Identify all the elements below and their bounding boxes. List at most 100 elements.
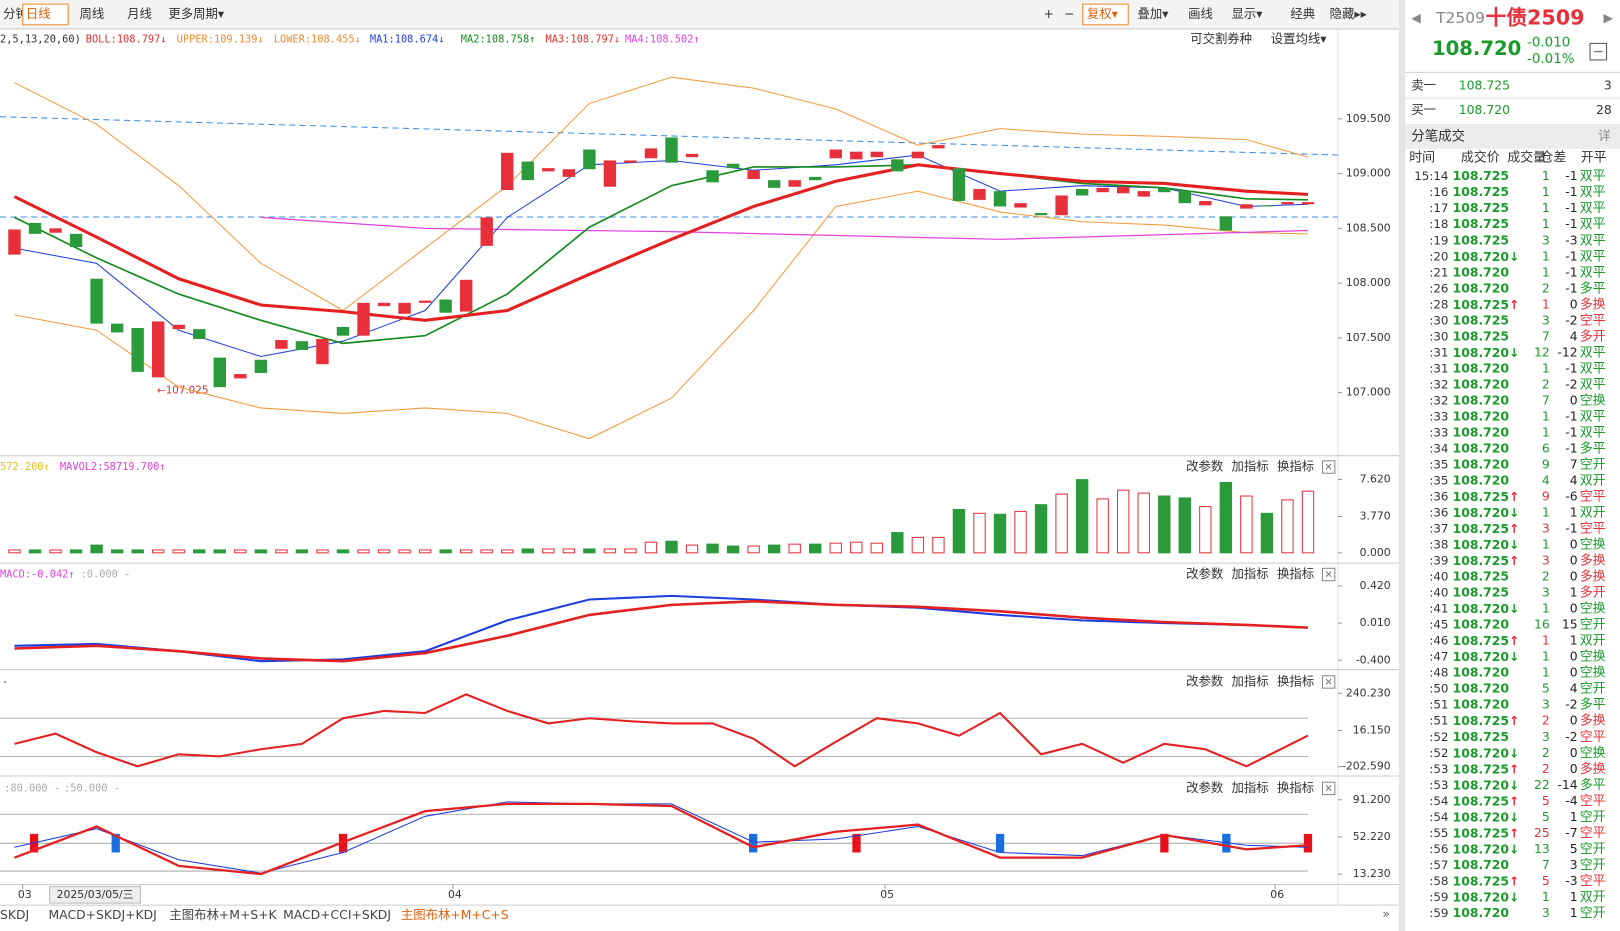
tool-button[interactable]: 隐藏▸▸	[1330, 6, 1368, 21]
row-change: -1	[1565, 216, 1577, 231]
tool-button[interactable]: +	[1043, 6, 1053, 21]
row-volume: 22	[1534, 777, 1550, 792]
close-button[interactable]	[1321, 567, 1336, 582]
row-change: -3	[1565, 232, 1577, 247]
row-type: 双平	[1580, 345, 1606, 360]
candle	[1240, 204, 1253, 209]
tool-button[interactable]: 复权▾	[1087, 6, 1119, 21]
candle	[501, 152, 514, 191]
next[interactable]: ▶	[1603, 10, 1613, 25]
panel-button[interactable]: 换指标	[1277, 566, 1314, 581]
panel-button[interactable]: 加指标	[1232, 673, 1269, 688]
panel-button[interactable]: 改参数	[1186, 673, 1224, 688]
close-button[interactable]	[1321, 675, 1336, 689]
x-tick-label: 05	[880, 888, 894, 901]
panel-button[interactable]: 换指标	[1277, 673, 1314, 688]
panel-button[interactable]: 换指标	[1277, 459, 1314, 474]
panel-button[interactable]: 改参数	[1186, 459, 1224, 474]
bottom-tab[interactable]: 主图布林+M+S+K	[169, 907, 277, 922]
panel-button[interactable]: 换指标	[1277, 780, 1314, 795]
volume-bar	[911, 536, 925, 554]
row-change: -1	[1565, 168, 1577, 183]
link[interactable]: 设置均线▾	[1271, 31, 1327, 46]
row-volume: 1	[1542, 601, 1550, 616]
bottom-tab[interactable]: 主图布林+M+C+S	[401, 907, 509, 922]
volume-bar	[172, 549, 185, 554]
row-price: 108.720	[1453, 360, 1510, 375]
row-time: :32	[1429, 393, 1448, 407]
tool-button[interactable]: 经典	[1290, 6, 1315, 21]
row-price: 108.720	[1453, 617, 1510, 632]
bottom-tab[interactable]: SKDJ	[0, 907, 29, 922]
row-time: :36	[1429, 506, 1448, 520]
row-type: 多换	[1580, 762, 1606, 777]
link[interactable]: 可交割券种	[1190, 31, 1252, 46]
row-volume: 25	[1534, 825, 1550, 840]
panel-button[interactable]: 加指标	[1232, 780, 1269, 795]
row-change: 1	[1570, 809, 1578, 824]
row-volume: 1	[1542, 264, 1550, 279]
row-type: 双开	[1580, 890, 1606, 905]
tool-button[interactable]: −	[1064, 6, 1074, 21]
row-time: :50	[1429, 682, 1448, 696]
candle	[788, 180, 801, 187]
panel-button[interactable]: 加指标	[1232, 459, 1269, 474]
bottom-tab[interactable]: MACD+SKDJ+KDJ	[49, 907, 157, 922]
row-price: 108.720↓	[1453, 777, 1520, 792]
prev[interactable]: ◀	[1411, 10, 1421, 25]
ask-label: 卖一	[1411, 77, 1436, 92]
row-time: :51	[1429, 714, 1448, 728]
row-type: 空开	[1580, 457, 1606, 472]
close-icon: ×	[1324, 569, 1333, 581]
period-tab[interactable]: 更多周期▾	[168, 6, 224, 21]
candle	[1260, 205, 1274, 207]
detail[interactable]: 详	[1598, 128, 1610, 143]
period-tab[interactable]: 周线	[80, 6, 105, 21]
indicator-legend: MACD:-0.042↑	[0, 569, 75, 581]
candle	[275, 340, 288, 349]
volume-bar	[993, 513, 1007, 554]
tool-button[interactable]: 叠加▾	[1138, 6, 1170, 21]
period-tab[interactable]: 月线	[127, 6, 152, 21]
panel-button[interactable]: 改参数	[1186, 566, 1224, 581]
period-tab[interactable]: 分钟	[3, 6, 28, 21]
row-change: 15	[1562, 617, 1578, 632]
row-time: :48	[1429, 666, 1448, 680]
period-tab[interactable]: 日线	[26, 6, 51, 21]
row-type: 多换	[1580, 554, 1606, 569]
row-volume: 9	[1542, 456, 1550, 471]
tool-button[interactable]: 画线	[1188, 6, 1213, 21]
candle	[480, 217, 493, 246]
row-price: 108.720	[1453, 280, 1510, 295]
toolbar	[0, 0, 1399, 29]
close-button[interactable]	[1321, 460, 1336, 474]
y-tick-label: 107.000	[1346, 386, 1391, 399]
y-tick-label: 0.420	[1360, 579, 1391, 592]
panel-button[interactable]: 改参数	[1186, 780, 1224, 795]
row-type: 空平	[1580, 794, 1606, 809]
volume-bar	[644, 541, 658, 554]
candle	[1178, 191, 1191, 204]
volume-bar	[583, 548, 596, 554]
collapse[interactable]	[1589, 42, 1608, 61]
row-change: 4	[1570, 328, 1578, 343]
row-time: :30	[1429, 313, 1448, 327]
close-button[interactable]	[1321, 781, 1336, 796]
bottom-tab[interactable]: MACD+CCI+SKDJ	[283, 907, 391, 922]
row-change: 3	[1570, 857, 1578, 872]
panel-button[interactable]: 加指标	[1232, 566, 1269, 581]
volume-bar	[213, 549, 226, 554]
tool-button[interactable]: 显示▾	[1232, 6, 1264, 21]
row-change: 0	[1570, 761, 1578, 776]
row-price: 108.725	[1453, 216, 1509, 231]
row-change: -1	[1565, 424, 1577, 439]
row-type: 双平	[1580, 377, 1606, 392]
row-volume: 3	[1542, 312, 1550, 327]
indicator-line	[14, 163, 1308, 345]
row-volume: 16	[1534, 617, 1550, 632]
scroll-arrow[interactable]: »	[1382, 906, 1390, 921]
row-change: -7	[1565, 825, 1577, 840]
row-type: 空平	[1580, 313, 1606, 328]
candle	[316, 338, 329, 365]
row-volume: 3	[1542, 521, 1550, 536]
